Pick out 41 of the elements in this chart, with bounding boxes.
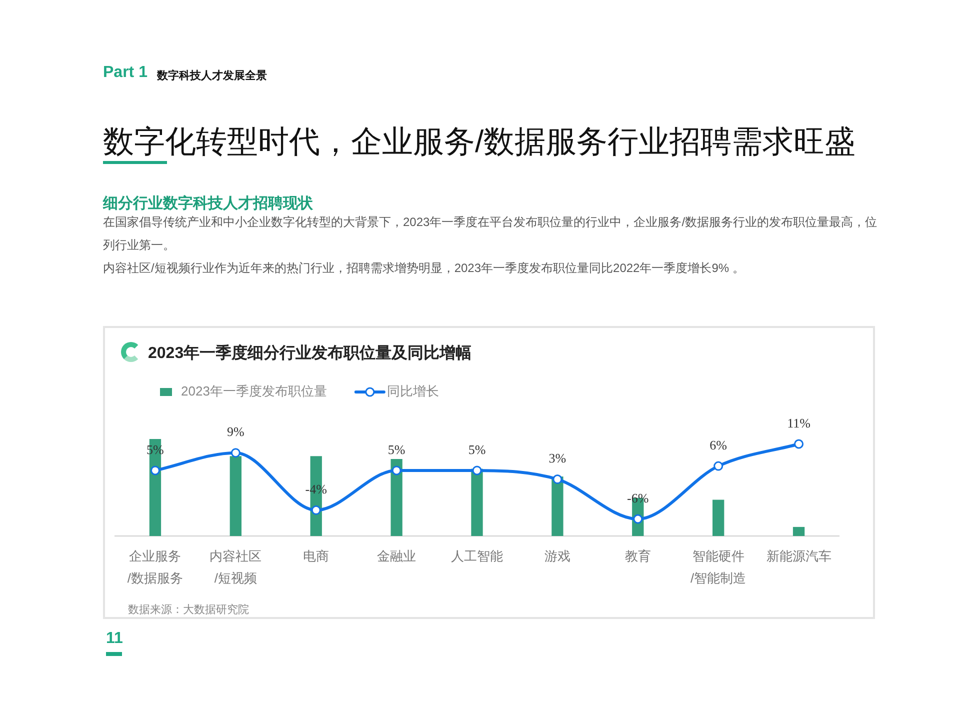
source-note: 数据来源：大数据研究院 [128, 602, 249, 617]
data-label: 11% [787, 415, 811, 430]
data-label: 9% [226, 424, 244, 440]
text: 内容社区/短视频行业作为近年来的热门行业，招聘需求增势明显，2023年一季度发布职位量同比2022年一季度增长9% 。 [103, 260, 746, 277]
chart-subtitle: 细分行业数字科技人才招聘现状 [103, 194, 313, 213]
x-tick-label: 智能硬件/智能制造 [690, 548, 746, 586]
x-tick-label: 企业服务/数据服务 [127, 548, 184, 586]
text: Part 1 [103, 64, 148, 82]
point [472, 466, 482, 476]
data-label: 5% [388, 442, 406, 457]
bar [230, 456, 242, 536]
text: 在国家倡导传统产业和中小企业数字化转型的大背景下，2023年一季度在平台发布职位量的行业中，企业服务/数据服务行业的发布职位量最高，位列行业第一。 [103, 214, 878, 254]
x-tick-label: 电商 [303, 548, 330, 564]
text: 11 [106, 630, 123, 648]
bar [552, 476, 564, 536]
text: 数字化转型时代，企业服务/数据服务行业招聘需求旺盛 [103, 123, 856, 161]
x-tick-label: 教育 [624, 548, 651, 564]
point [230, 448, 240, 458]
data-label: -6% [627, 490, 649, 506]
bar [390, 459, 402, 536]
x-tick-label: 金融业 [377, 548, 416, 564]
point [311, 505, 321, 515]
point [714, 461, 724, 471]
legend-label: 2023年一季度发布职位量 [181, 384, 327, 399]
point [794, 439, 804, 449]
bar [712, 500, 724, 536]
x-tick-label: 内容社区/短视频 [210, 548, 262, 586]
bar [792, 526, 805, 536]
x-tick-label: 新能源汽车 [766, 548, 832, 564]
bar [471, 468, 483, 536]
data-label: 6% [710, 437, 728, 452]
text: 数字科技人才发展全景 [157, 68, 267, 83]
x-tick-label: 人工智能 [451, 548, 503, 564]
chart-title: 2023年一季度细分行业发布职位量及同比增幅 [148, 343, 472, 364]
x-tick-label: 游戏 [544, 548, 570, 564]
legend-label: 同比增长 [386, 384, 439, 399]
data-label: 5% [468, 442, 486, 457]
point [552, 474, 562, 484]
data-label: 3% [548, 450, 566, 466]
point [150, 466, 160, 476]
point [392, 466, 402, 476]
